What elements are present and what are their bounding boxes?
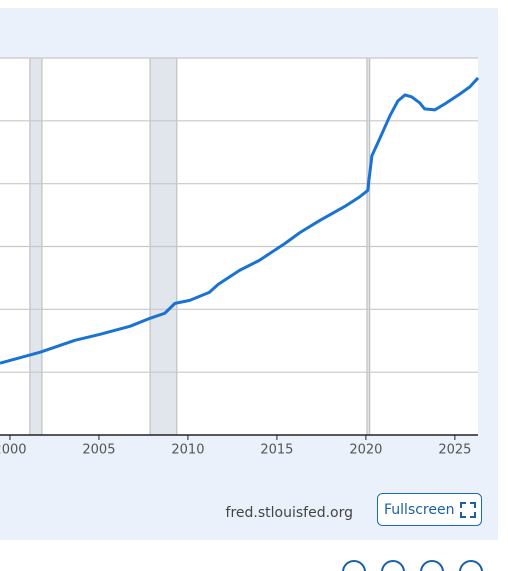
x-tick-label: 2015 — [260, 443, 293, 458]
x-tick-label: 2020 — [349, 443, 382, 458]
x-tick-label: 2000 — [0, 443, 27, 458]
reddit-icon[interactable] — [420, 560, 444, 571]
linkedin-icon[interactable] — [459, 560, 483, 571]
x-tick-label: 2005 — [82, 443, 115, 458]
button-frame[interactable] — [377, 493, 482, 526]
fullscreen-button[interactable]: Fullscreen — [377, 493, 482, 526]
button-label[interactable]: Fullscreen — [384, 502, 454, 518]
share-icons[interactable] — [342, 560, 483, 571]
fullscreen-icon — [460, 502, 476, 518]
source: fred.stlouisfed.org — [226, 505, 353, 521]
x-tick-label: 2025 — [438, 443, 471, 458]
x-icon[interactable] — [342, 560, 366, 571]
data-line — [0, 76, 480, 365]
facebook-icon[interactable] — [381, 560, 405, 571]
x-tick-label: 2010 — [171, 443, 204, 458]
